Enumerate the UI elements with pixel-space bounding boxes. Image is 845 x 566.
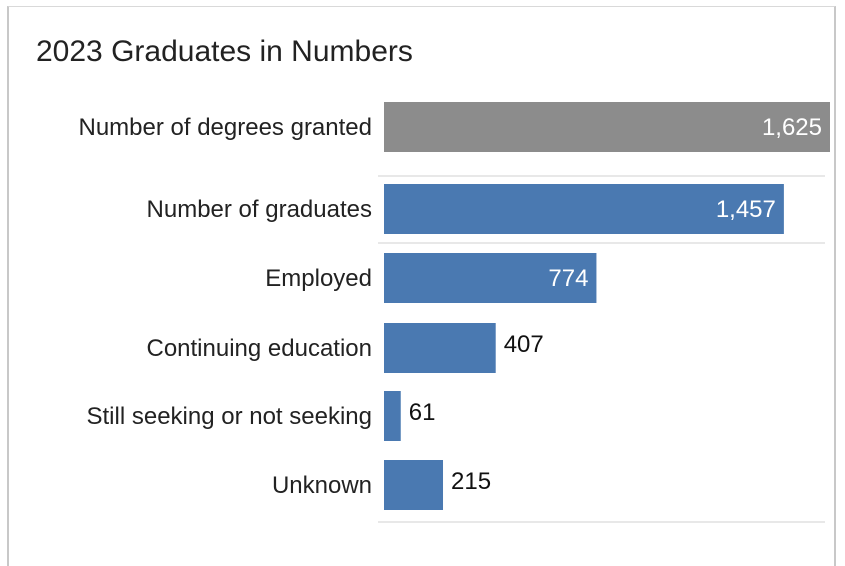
bar (384, 184, 784, 234)
category-label: Number of graduates (147, 196, 372, 223)
data-label: 774 (548, 265, 588, 292)
bar (384, 391, 401, 441)
chart-frame (7, 6, 836, 566)
category-label: Employed (265, 265, 372, 292)
bar (384, 323, 496, 373)
data-label: 215 (451, 468, 491, 495)
data-label: 1,625 (762, 114, 822, 141)
category-label: Continuing education (146, 335, 372, 362)
category-label: Still seeking or not seeking (87, 403, 373, 430)
chart-title: 2023 Graduates in Numbers (36, 35, 413, 68)
data-label: 407 (504, 331, 544, 358)
bar (384, 102, 830, 152)
data-label: 1,457 (716, 196, 776, 223)
category-label: Number of degrees granted (78, 114, 372, 141)
bar-chart: Number of degrees granted 1,625 Number of … (78, 102, 830, 523)
data-label: 61 (409, 399, 436, 426)
bar (384, 253, 597, 303)
category-label: Unknown (272, 472, 372, 499)
bar (384, 460, 444, 510)
